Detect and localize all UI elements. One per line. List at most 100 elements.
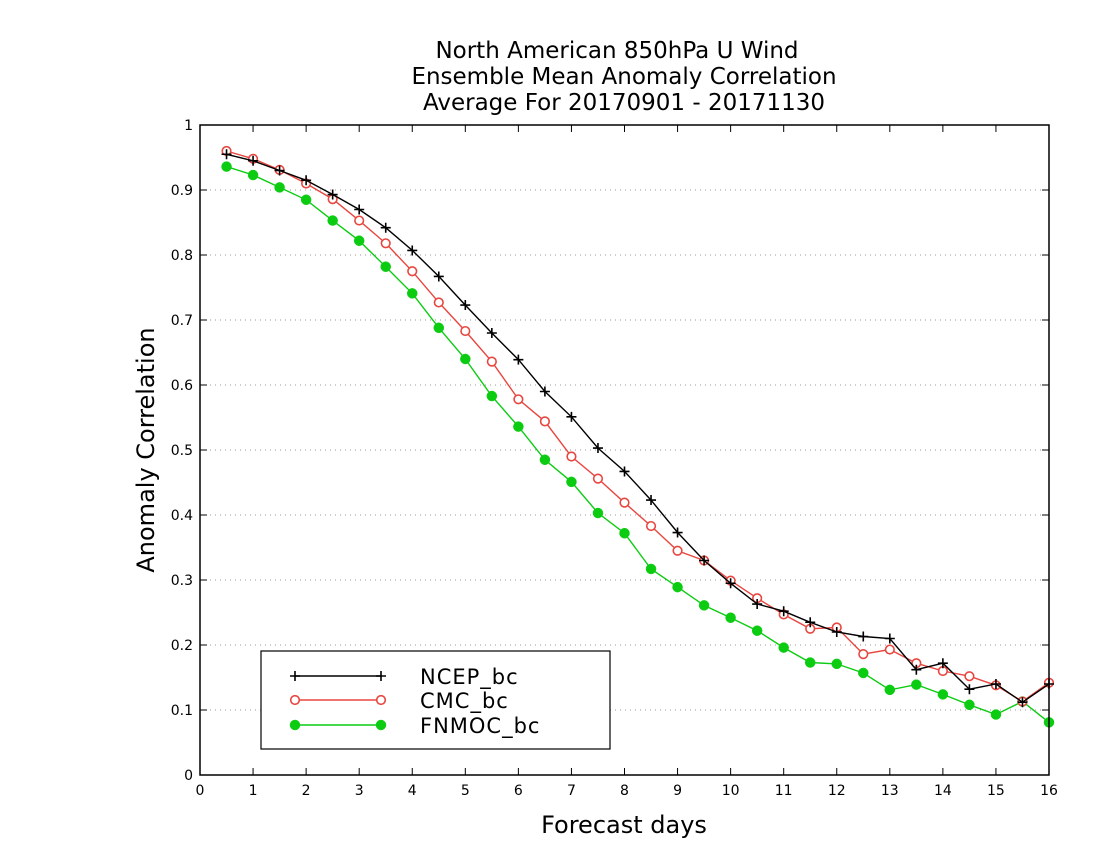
data-point [964,671,975,682]
data-point [699,555,710,566]
y-axis-label: Anomaly Correlation [132,327,160,572]
data-point [990,679,1001,689]
data-point [592,507,604,519]
series-CMC_bc [221,145,1055,707]
series-NCEP_bc [221,149,1054,708]
data-point [592,443,603,454]
data-point [672,527,683,538]
series-line [226,153,1050,704]
data-point [566,476,577,488]
gridlines [200,189,1049,711]
x-tick-label: 0 [196,783,205,799]
data-point [513,354,524,365]
y-tick-label: 0.5 [171,443,193,459]
legend-marker [375,719,387,731]
data-point [460,300,471,311]
series-FNMOC_bc [221,161,1055,728]
x-tick-label: 7 [567,783,576,799]
y-tick-label: 0.8 [171,248,193,264]
series-line [226,165,1050,723]
chart-title-line-1: North American 850hPa U Wind [435,38,798,64]
data-point [937,689,949,700]
data-point [539,386,550,397]
x-tick-label: 2 [302,783,311,799]
y-tick-label: 0 [184,768,193,784]
data-point [486,390,498,402]
y-tick-label: 0.2 [171,638,193,654]
data-point [858,648,869,660]
data-point [301,175,312,186]
data-point [539,454,551,465]
data-point [486,356,497,367]
data-point [513,394,524,405]
legend-marker [289,719,301,731]
legend-item: FNMOC_bc [289,714,540,739]
data-point [831,627,842,637]
data-point [858,631,869,642]
x-tick-label: 6 [514,783,523,799]
y-tick-label: 1 [184,118,193,134]
data-point [221,161,232,172]
data-point [725,612,736,623]
x-tick-label: 9 [673,783,682,799]
data-point [380,238,391,249]
data-point [566,451,577,462]
y-tick-label: 0.3 [171,573,193,589]
data-point [407,266,418,277]
y-tick-label: 0.7 [171,313,193,329]
data-point [221,149,232,160]
data-point [354,204,365,215]
x-tick-label: 10 [722,783,740,799]
y-tick-label: 0.4 [171,508,193,524]
axis-ticks: 00.10.20.30.40.50.60.70.80.910 1 2 3 4 5 6 7 8 9 1… [171,118,1058,799]
y-tick-label: 0.9 [171,183,193,199]
data-point [407,288,418,299]
data-point [619,527,630,539]
data-point [964,699,975,711]
legend-item: CMC_bc [289,689,508,714]
data-point [433,271,444,282]
x-axis-label: Forecast days [541,811,707,839]
chart-title-line-2: Ensemble Mean Anomaly Correlation [411,64,836,90]
data-point [327,215,338,226]
data-point [274,182,285,193]
data-point [911,679,922,690]
data-point [513,421,524,432]
data-point [646,495,657,506]
legend-item: NCEP_bc [290,665,519,690]
legend-marker [290,671,300,681]
data-point [274,165,285,176]
data-point [539,416,551,427]
x-tick-label: 15 [987,783,1005,799]
data-point [698,600,710,611]
x-tick-label: 16 [1040,783,1058,799]
data-point [460,353,471,365]
plot-series [221,145,1055,728]
data-point [592,473,604,484]
data-point [645,563,657,575]
data-point [884,633,895,644]
data-point [327,189,338,200]
data-point [380,261,391,272]
plot-area-frame [199,124,1050,776]
x-tick-label: 12 [828,783,846,799]
data-point [248,155,259,166]
data-point [353,235,365,246]
data-point [725,578,736,589]
data-point [751,625,763,636]
data-point [831,658,842,670]
data-point [778,606,789,617]
data-point [1017,697,1028,708]
legend-label: NCEP_bc [420,665,519,690]
data-point [433,297,444,308]
data-point [300,194,312,205]
data-point [964,684,975,695]
x-tick-label: 3 [355,783,364,799]
data-point [247,169,259,181]
x-tick-label: 13 [881,783,899,799]
chart-title-line-3: Average For 20170901 - 20171130 [423,90,825,116]
data-point [804,657,816,668]
data-point [380,222,391,233]
legend-label: FNMOC_bc [420,714,540,739]
